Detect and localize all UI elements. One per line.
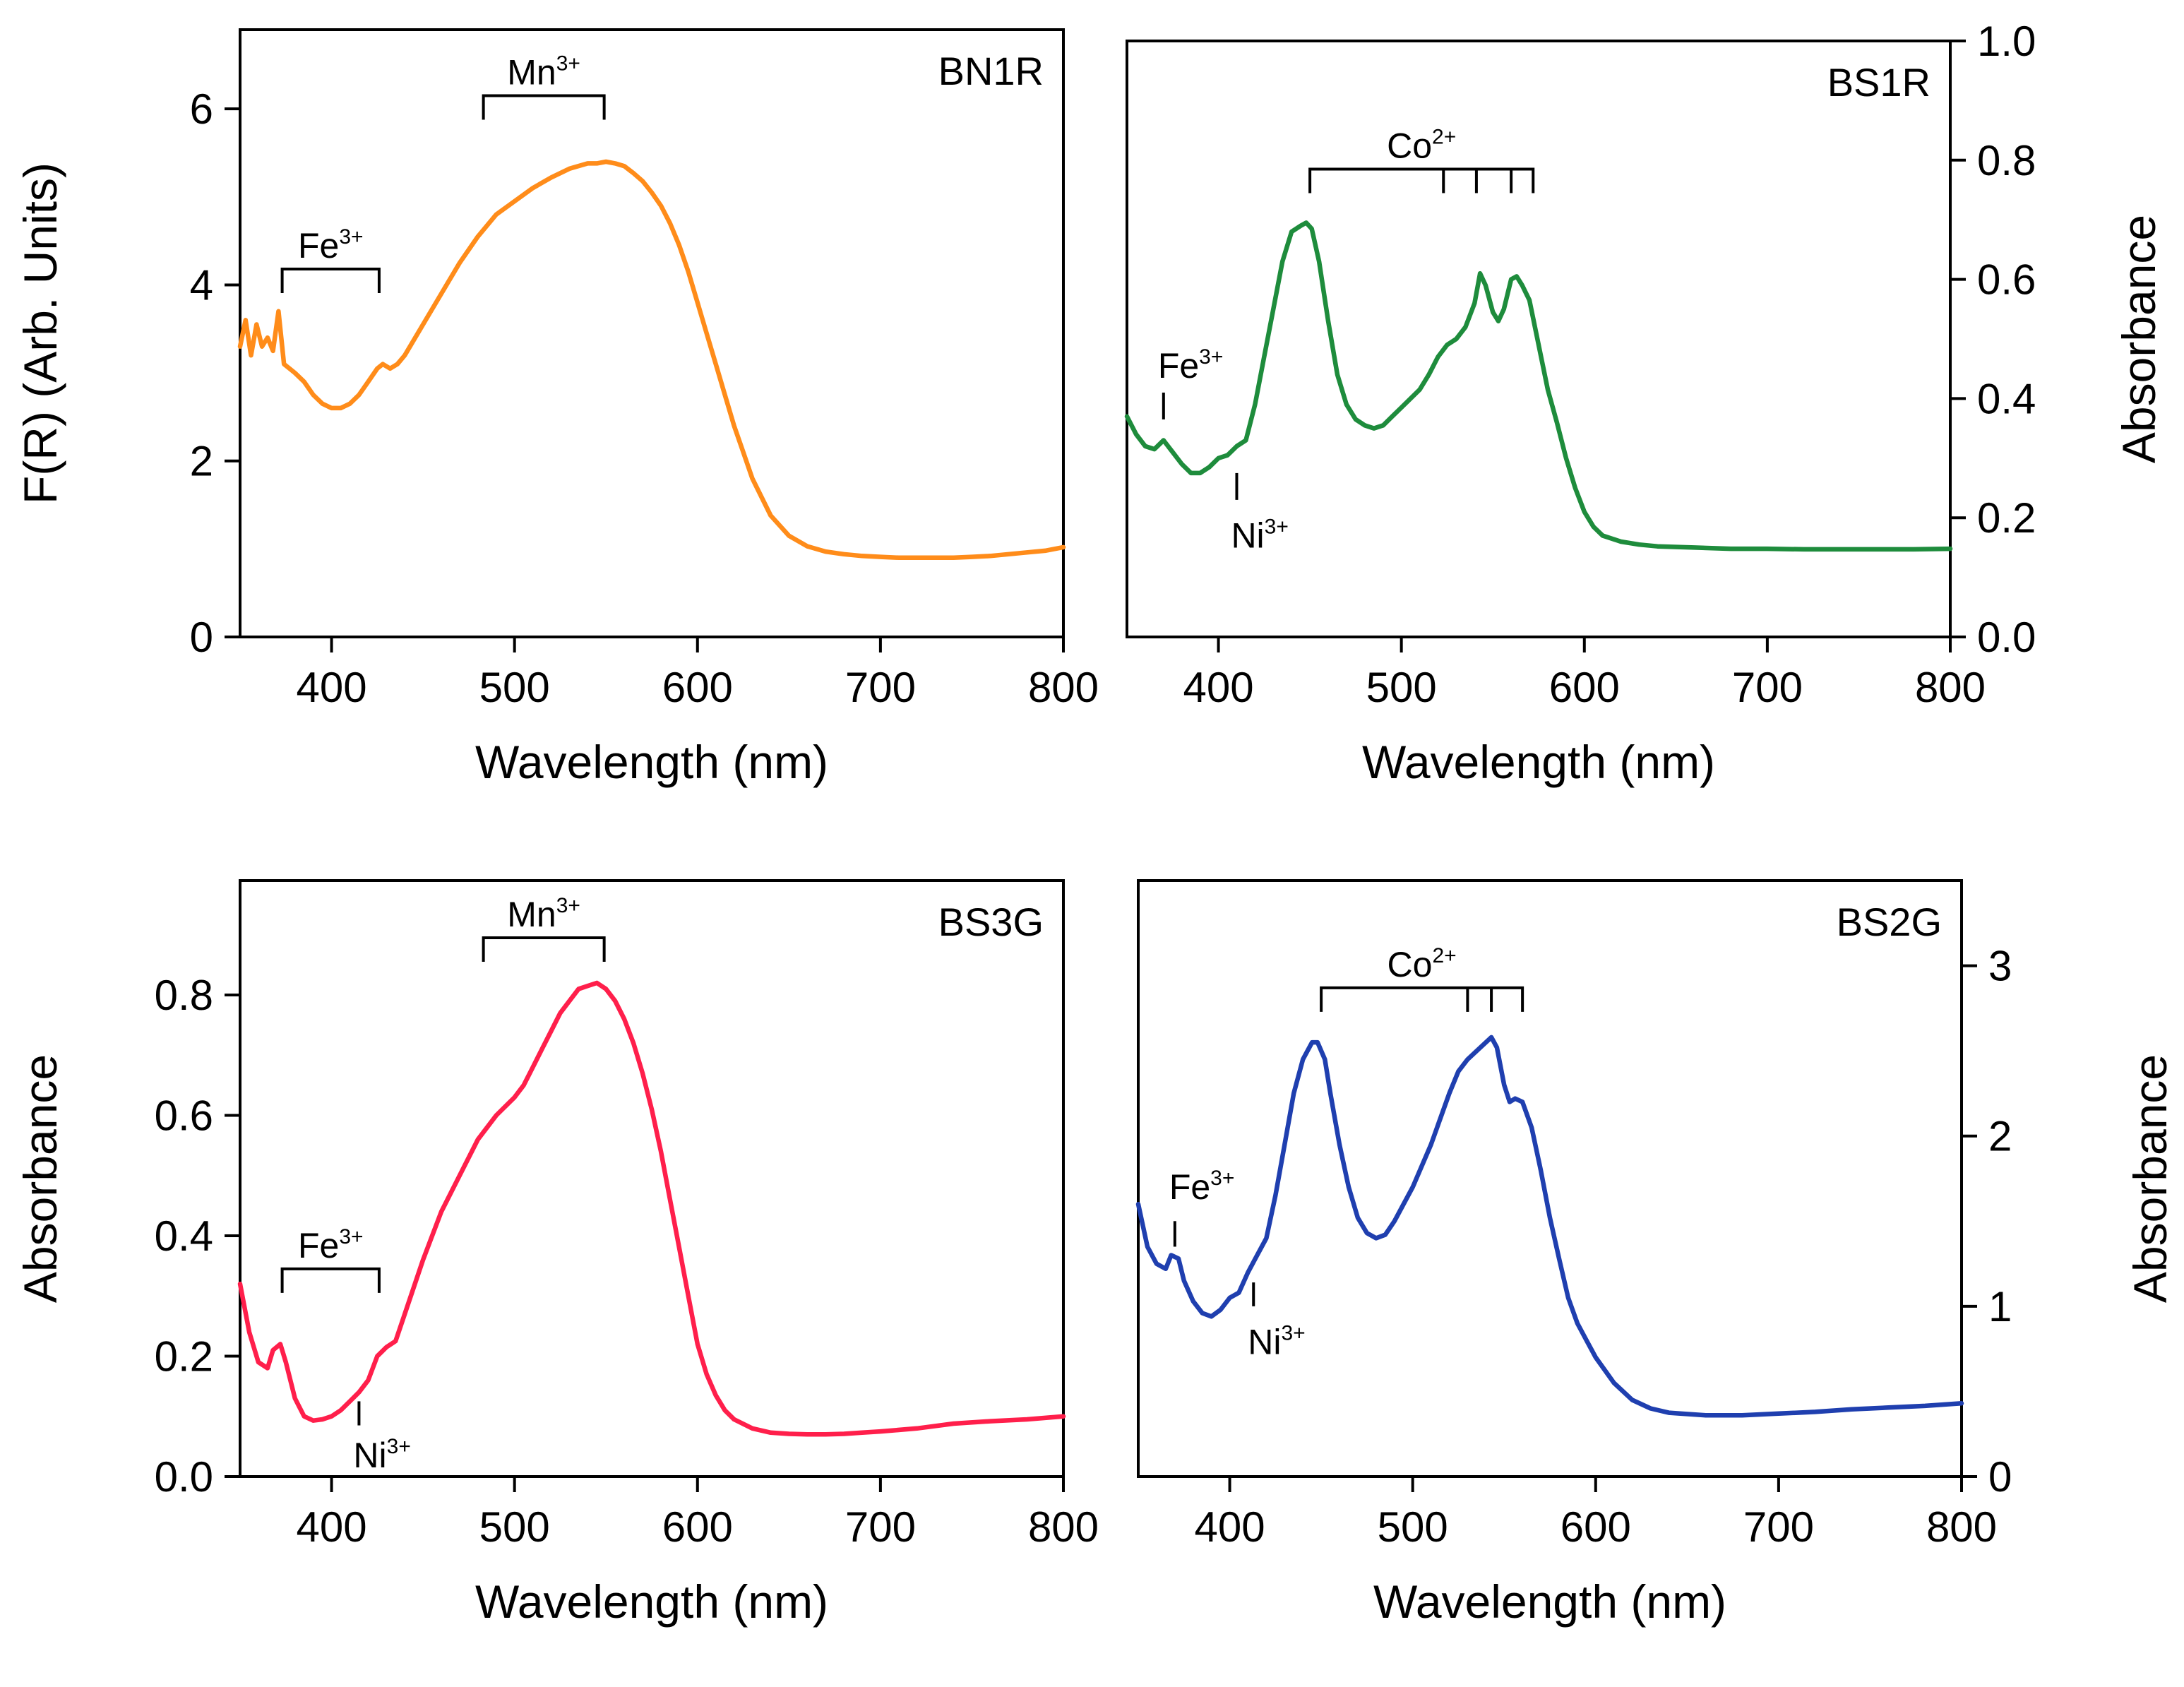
panel-bs2g: 400 500 600 700 800 Wavelength (nm) 0 1 2 3 Absorb… (1135, 879, 2176, 1628)
y-tick-label: 0 (1988, 1453, 2012, 1501)
x-axis-title: Wavelength (nm) (1373, 1575, 1726, 1628)
x-axis-title: Wavelength (nm) (475, 1575, 828, 1628)
bracket-co (1308, 167, 1535, 193)
series-line-bs2g (1135, 1035, 1964, 1418)
x-tick-label: 500 (479, 1503, 550, 1551)
ion-label-ni: Ni3+ (1231, 515, 1288, 555)
y-tick-label: 0 (190, 614, 213, 661)
x-tick-label: 700 (845, 664, 916, 711)
y-tick-label: 0.6 (155, 1092, 213, 1139)
x-tick-label: 800 (1028, 664, 1099, 711)
x-tick-label: 700 (1743, 1503, 1814, 1551)
x-tick-label: 700 (1732, 664, 1803, 711)
bracket-fe (280, 268, 381, 294)
y-tick-label: 0.8 (1977, 137, 2036, 184)
panel-bn1r: 400 500 600 700 800 Wavelength (nm) 0 2 4 6 F(R) (… (14, 28, 1099, 788)
sample-label: BS2G (1837, 900, 1942, 944)
bracket-mn (482, 936, 606, 962)
y-tick-label: 0.6 (1977, 256, 2036, 304)
y-tick-label: 1 (1988, 1283, 2012, 1330)
ion-label-fe: Fe3+ (1158, 345, 1224, 386)
plot-frame (239, 879, 1065, 1478)
y-tick-label: 0.0 (1977, 614, 2036, 661)
series-line-bs1r (1124, 220, 1953, 552)
plot-frame (1137, 879, 1963, 1478)
bracket-mn (482, 94, 606, 120)
x-tick-label: 800 (1926, 1503, 1997, 1551)
x-tick-label: 600 (1561, 1503, 1631, 1551)
x-tick-label: 600 (662, 664, 733, 711)
y-axis-title: F(R) (Arb. Units) (14, 162, 66, 504)
x-tick-label: 500 (479, 664, 550, 711)
x-tick-label: 500 (1366, 664, 1437, 711)
y-tick-label: 1.0 (1977, 18, 2036, 65)
x-tick-label: 400 (297, 1503, 367, 1551)
y-tick-label: 2 (1988, 1113, 2012, 1160)
series-line-bs3g (237, 980, 1066, 1437)
ion-label-co: Co2+ (1388, 944, 1457, 984)
series-line-bn1r (237, 159, 1066, 561)
y-tick-label: 6 (190, 85, 213, 133)
ion-label-co: Co2+ (1387, 125, 1456, 165)
y-tick-label: 0.2 (1977, 494, 2036, 542)
x-tick-label: 400 (297, 664, 367, 711)
panel-bs3g: 400 500 600 700 800 Wavelength (nm) 0.0 0.2 0.4 0… (14, 879, 1099, 1628)
y-tick-label: 0.2 (155, 1333, 213, 1380)
plot-frame (239, 28, 1065, 638)
bracket-fe (280, 1267, 381, 1293)
y-tick-label: 3 (1988, 943, 2012, 990)
ion-label-mn: Mn3+ (507, 52, 580, 92)
y-tick-label: 0.8 (155, 972, 213, 1019)
sample-label: BN1R (938, 49, 1044, 93)
ion-label-fe: Fe3+ (298, 1225, 364, 1265)
ion-label-ni: Ni3+ (1248, 1321, 1305, 1361)
ion-label-mn: Mn3+ (507, 894, 580, 934)
ion-label-fe: Fe3+ (1169, 1167, 1235, 1207)
sample-label: BS3G (938, 900, 1044, 944)
ion-label-fe: Fe3+ (298, 225, 364, 266)
y-axis-title: Absorbance (2124, 1054, 2176, 1303)
x-axis-title: Wavelength (nm) (475, 736, 828, 788)
ion-label-ni: Ni3+ (353, 1435, 410, 1475)
x-tick-label: 400 (1195, 1503, 1265, 1551)
y-tick-label: 4 (190, 261, 213, 309)
x-tick-label: 700 (845, 1503, 916, 1551)
x-tick-label: 600 (1549, 664, 1620, 711)
x-tick-label: 800 (1915, 664, 1986, 711)
x-tick-label: 400 (1183, 664, 1254, 711)
y-tick-label: 2 (190, 438, 213, 485)
y-axis-title: Absorbance (14, 1054, 66, 1303)
y-tick-label: 0.4 (155, 1212, 213, 1260)
plot-frame (1126, 40, 1952, 638)
y-axis-title: Absorbance (2113, 215, 2165, 463)
x-axis-title: Wavelength (nm) (1362, 736, 1715, 788)
panel-bs1r: 400 500 600 700 800 Wavelength (nm) 0.0 0.2 0.4 0… (1124, 18, 2165, 788)
y-tick-label: 0.0 (155, 1453, 213, 1501)
y-tick-label: 0.4 (1977, 375, 2036, 422)
x-tick-label: 500 (1378, 1503, 1448, 1551)
x-tick-label: 600 (662, 1503, 733, 1551)
sample-label: BS1R (1827, 60, 1931, 105)
bracket-co (1320, 986, 1524, 1012)
x-tick-label: 800 (1028, 1503, 1099, 1551)
